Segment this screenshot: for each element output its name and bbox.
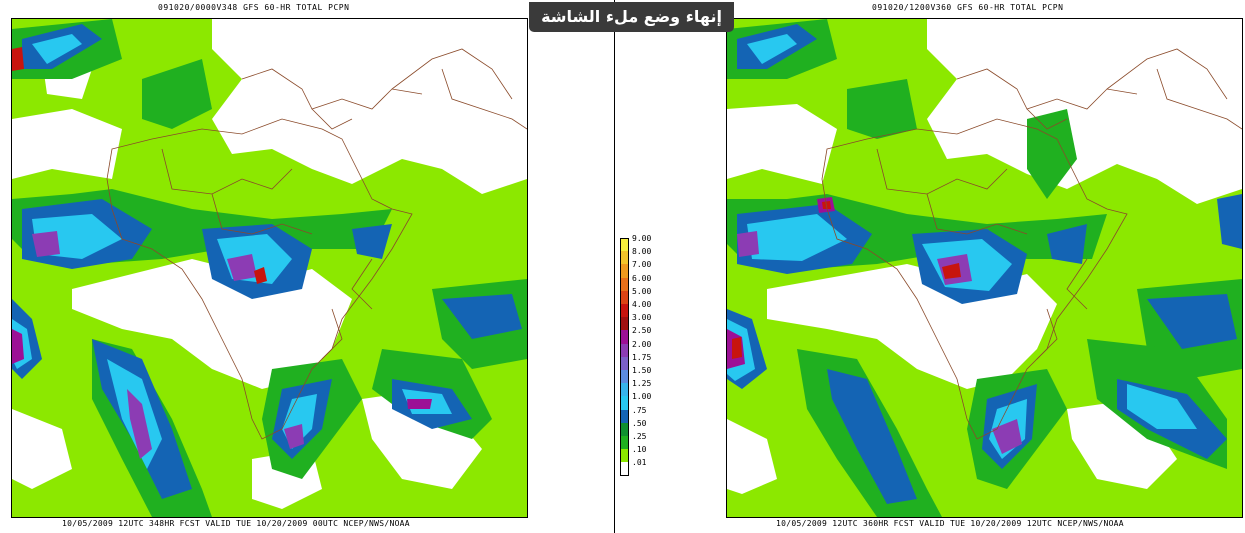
legend-entry: 1.00 <box>620 392 680 410</box>
right-map-header: 091020/1200V360 GFS 60-HR TOTAL PCPN <box>872 3 1064 12</box>
legend-swatch <box>620 462 629 476</box>
right-map-graphic <box>727 19 1242 517</box>
legend-swatch <box>620 251 629 265</box>
legend-label: 2.50 <box>632 326 652 336</box>
legend-label: 7.00 <box>632 260 652 270</box>
panel-divider <box>614 0 615 533</box>
legend-label: 1.25 <box>632 379 652 389</box>
right-precip-map <box>726 18 1243 518</box>
legend-entry: .25 <box>620 432 680 450</box>
legend-swatch <box>620 422 629 436</box>
legend-swatch <box>620 343 629 357</box>
left-map-footer: 10/05/2009 12UTC 348HR FCST VALID TUE 10… <box>62 519 410 528</box>
legend-swatch <box>620 277 629 291</box>
legend-label: 3.00 <box>632 313 652 323</box>
legend-entry: .01 <box>620 458 680 476</box>
legend-swatch <box>620 290 629 304</box>
legend-swatch <box>620 317 629 331</box>
legend-swatch <box>620 356 629 370</box>
legend-entry: 7.00 <box>620 260 680 278</box>
legend-entry: .75 <box>620 406 680 423</box>
legend-label: 6.00 <box>632 273 652 283</box>
legend-swatch <box>620 238 629 252</box>
legend-swatch <box>620 330 629 344</box>
legend-swatch <box>620 264 629 278</box>
left-map-header: 091020/0000V348 GFS 60-HR TOTAL PCPN <box>158 3 350 12</box>
legend-label: 9.00 <box>632 234 652 243</box>
exit-fullscreen-notice[interactable]: إنهاء وضع ملء الشاشة (F11) <box>529 2 734 56</box>
legend-swatch <box>620 370 629 384</box>
legend-entry: 4.00 <box>620 300 680 318</box>
left-precip-map <box>11 18 528 518</box>
legend-label: 2.00 <box>632 339 652 349</box>
legend-label: 1.50 <box>632 366 652 375</box>
legend-label: .25 <box>632 432 647 441</box>
legend-label: .50 <box>632 418 647 428</box>
legend-label: 1.75 <box>632 352 652 362</box>
legend-entry: 1.25 <box>620 379 680 397</box>
legend-label: 4.00 <box>632 300 652 309</box>
legend-label: 1.00 <box>632 392 652 402</box>
legend-swatch <box>620 409 629 423</box>
legend-swatch <box>620 383 629 397</box>
legend-entry: .10 <box>620 445 680 463</box>
legend-swatch <box>620 449 629 463</box>
legend-entry: 1.50 <box>620 366 680 384</box>
legend-entry: 2.00 <box>620 340 680 357</box>
left-map-graphic <box>12 19 527 517</box>
legend-entry: 1.75 <box>620 353 680 370</box>
legend-label: .75 <box>632 405 647 415</box>
legend-entry: .50 <box>620 419 680 436</box>
legend-entry: 8.00 <box>620 247 680 265</box>
legend-swatch <box>620 396 629 410</box>
legend-swatch <box>620 304 629 318</box>
legend-label: .01 <box>632 458 647 468</box>
legend-swatch <box>620 436 629 450</box>
legend-label: 5.00 <box>632 286 652 296</box>
legend-entry: 9.00 <box>620 234 680 252</box>
legend-label: .10 <box>632 445 647 455</box>
legend-entry: 2.50 <box>620 326 680 344</box>
right-map-footer: 10/05/2009 12UTC 360HR FCST VALID TUE 10… <box>776 519 1124 528</box>
legend-entry: 6.00 <box>620 274 680 291</box>
legend-entry: 3.00 <box>620 313 680 331</box>
legend-entry: 5.00 <box>620 287 680 304</box>
legend-label: 8.00 <box>632 247 652 257</box>
